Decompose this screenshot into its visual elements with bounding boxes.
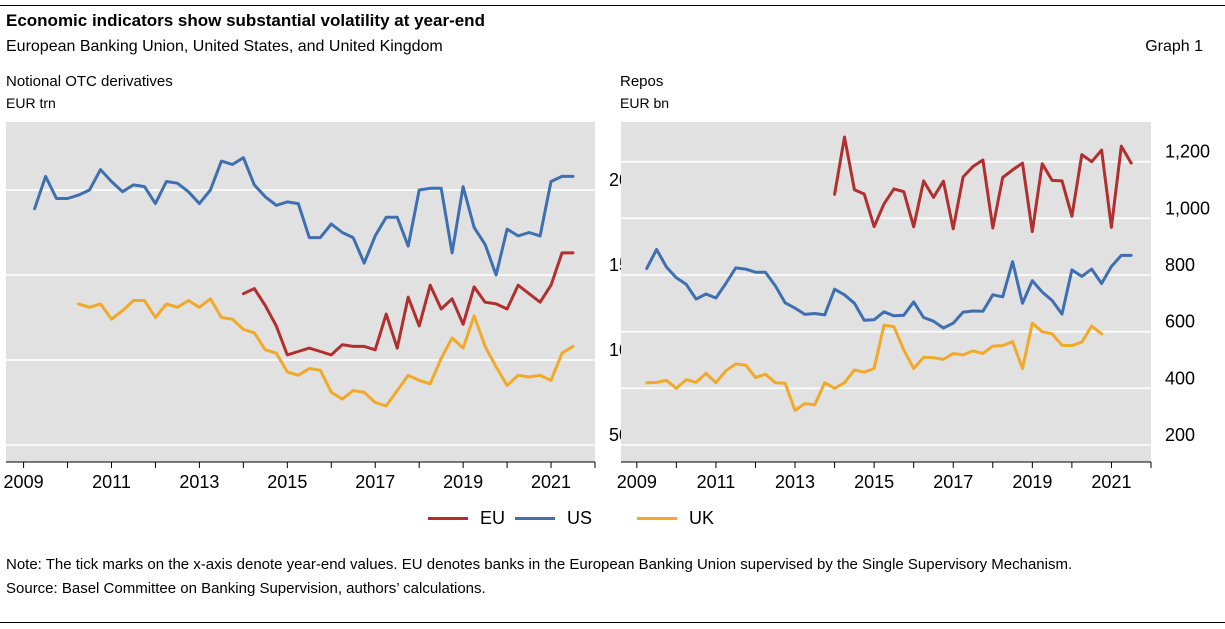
source-text: Source: Basel Committee on Banking Super… xyxy=(6,580,486,597)
left-panel-unit: EUR trn xyxy=(6,95,56,111)
otc-xtick-label: 2009 xyxy=(4,472,44,492)
footnote: Note: The tick marks on the x-axis denot… xyxy=(6,553,1072,601)
repos-xtick-label: 2015 xyxy=(854,472,894,492)
otc-xtick-label: 2019 xyxy=(443,472,483,492)
repos-plot-area xyxy=(621,122,1151,462)
legend-swatch-eu xyxy=(428,516,468,520)
chart-subtitle: European Banking Union, United States, a… xyxy=(6,38,443,55)
otc-chart: 501001502002009201120132015201720192021 xyxy=(4,122,639,492)
legend-label-uk: UK xyxy=(689,507,715,528)
repos-ytick-label: 800 xyxy=(1165,255,1195,275)
left-panel-title: Notional OTC derivatives xyxy=(6,73,173,90)
repos-xtick-label: 2013 xyxy=(775,472,815,492)
repos-xtick-label: 2021 xyxy=(1091,472,1131,492)
legend: EU US UK xyxy=(0,506,1225,530)
legend-item-us: US xyxy=(515,506,592,530)
right-panel-title: Repos xyxy=(620,73,664,90)
bottom-rule xyxy=(0,622,1225,623)
otc-xtick-label: 2021 xyxy=(531,472,571,492)
otc-xtick-label: 2017 xyxy=(355,472,395,492)
repos-series-us xyxy=(645,248,1133,330)
legend-label-eu: EU xyxy=(480,507,506,528)
repos-xtick-label: 2017 xyxy=(933,472,973,492)
repos-xtick-label: 2019 xyxy=(1012,472,1052,492)
top-rule xyxy=(0,5,1225,6)
repos-ytick-label: 1,000 xyxy=(1165,198,1210,218)
otc-xtick-label: 2011 xyxy=(92,472,131,492)
repos-ytick-label: 200 xyxy=(1165,425,1195,445)
otc-xtick-label: 2013 xyxy=(179,472,219,492)
right-panel-unit: EUR bn xyxy=(620,95,670,111)
note-text: Note: The tick marks on the x-axis denot… xyxy=(6,556,1073,573)
repos-ytick-label: 600 xyxy=(1165,312,1195,332)
otc-series-eu xyxy=(241,251,575,357)
repos-series-eu xyxy=(833,135,1133,234)
otc-series-uk xyxy=(77,297,575,408)
chart-title: Economic indicators show substantial vol… xyxy=(6,11,485,30)
legend-item-uk: UK xyxy=(637,506,714,530)
repos-chart: 200 400 600 800 1,000 1,200 2009 2011 2013 2015 20… xyxy=(617,122,1210,492)
graph-number: Graph 1 xyxy=(1145,38,1203,55)
repos-ytick-label: 1,200 xyxy=(1165,142,1210,162)
legend-swatch-us xyxy=(515,516,555,520)
repos-xtick-label: 2009 xyxy=(617,472,657,492)
otc-plot-area xyxy=(6,122,595,462)
repos-xtick-label: 2011 xyxy=(697,472,736,492)
otc-xtick-label: 2015 xyxy=(267,472,307,492)
otc-series-us xyxy=(33,156,575,277)
repos-ytick-label: 400 xyxy=(1165,368,1195,388)
legend-item-eu: EU xyxy=(428,506,505,530)
legend-label-us: US xyxy=(567,507,593,528)
legend-swatch-uk xyxy=(637,516,677,520)
repos-series-uk xyxy=(645,321,1104,412)
